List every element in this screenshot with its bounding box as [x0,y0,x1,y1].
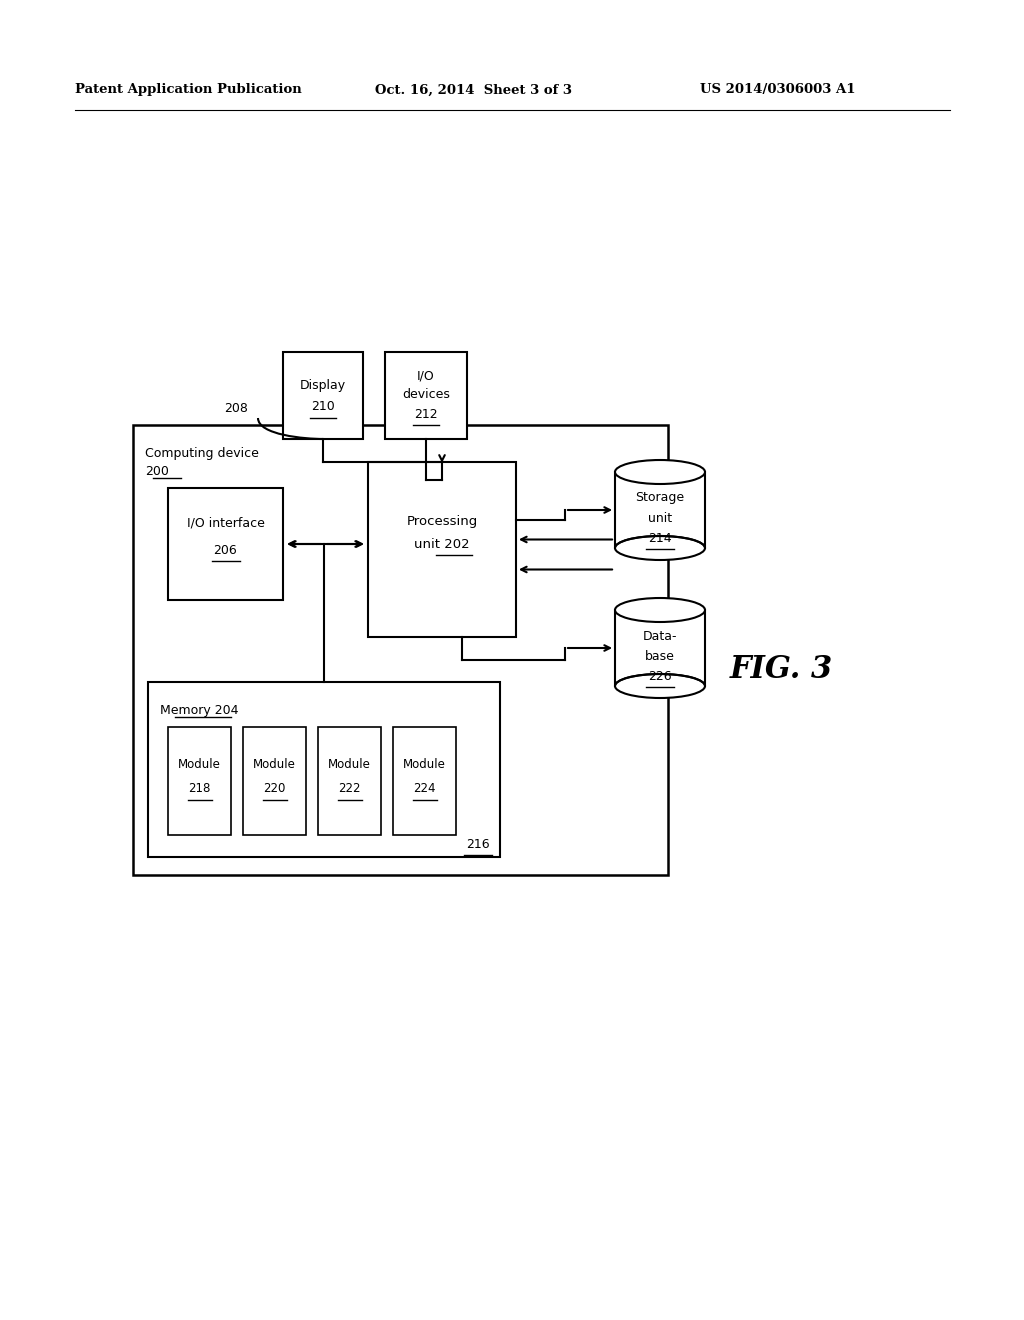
Bar [148,682,500,857]
Text: Module: Module [328,759,371,771]
Text: Data-: Data- [643,630,677,643]
Text: unit 202: unit 202 [414,537,470,550]
Bar [615,610,705,686]
Text: 214: 214 [648,532,672,544]
Bar [368,462,516,638]
Text: 220: 220 [263,783,286,796]
Text: Processing: Processing [407,516,477,528]
Text: 218: 218 [188,783,211,796]
Text: 210: 210 [311,400,335,413]
Text: 200: 200 [145,465,169,478]
Bar [133,425,668,875]
Text: 206: 206 [214,544,238,557]
Text: 222: 222 [338,783,360,796]
Text: Storage: Storage [636,491,685,504]
Bar [393,727,456,836]
Text: Oct. 16, 2014  Sheet 3 of 3: Oct. 16, 2014 Sheet 3 of 3 [375,83,572,96]
Bar [168,488,283,601]
Ellipse shape [615,459,705,484]
Bar [615,473,705,548]
Text: 226: 226 [648,669,672,682]
Text: US 2014/0306003 A1: US 2014/0306003 A1 [700,83,855,96]
Ellipse shape [615,675,705,698]
Text: base: base [645,649,675,663]
Text: unit: unit [648,511,672,524]
Text: devices: devices [402,388,450,400]
Bar [318,727,381,836]
Text: 208: 208 [224,401,248,414]
Text: Computing device: Computing device [145,447,259,459]
Text: I/O interface: I/O interface [186,516,264,529]
Bar [283,352,362,440]
Ellipse shape [615,536,705,560]
Text: 224: 224 [414,783,436,796]
Text: FIG. 3: FIG. 3 [730,655,834,685]
Text: Module: Module [403,759,445,771]
Bar [243,727,306,836]
Text: 212: 212 [414,408,438,421]
Bar [168,727,231,836]
Text: Display: Display [300,379,346,392]
Text: Module: Module [178,759,221,771]
Text: I/O: I/O [417,370,435,383]
Bar [385,352,467,440]
Ellipse shape [615,598,705,622]
Text: 216: 216 [466,838,489,851]
Text: Memory 204: Memory 204 [160,704,239,717]
Text: Module: Module [253,759,296,771]
Text: Patent Application Publication: Patent Application Publication [75,83,302,96]
